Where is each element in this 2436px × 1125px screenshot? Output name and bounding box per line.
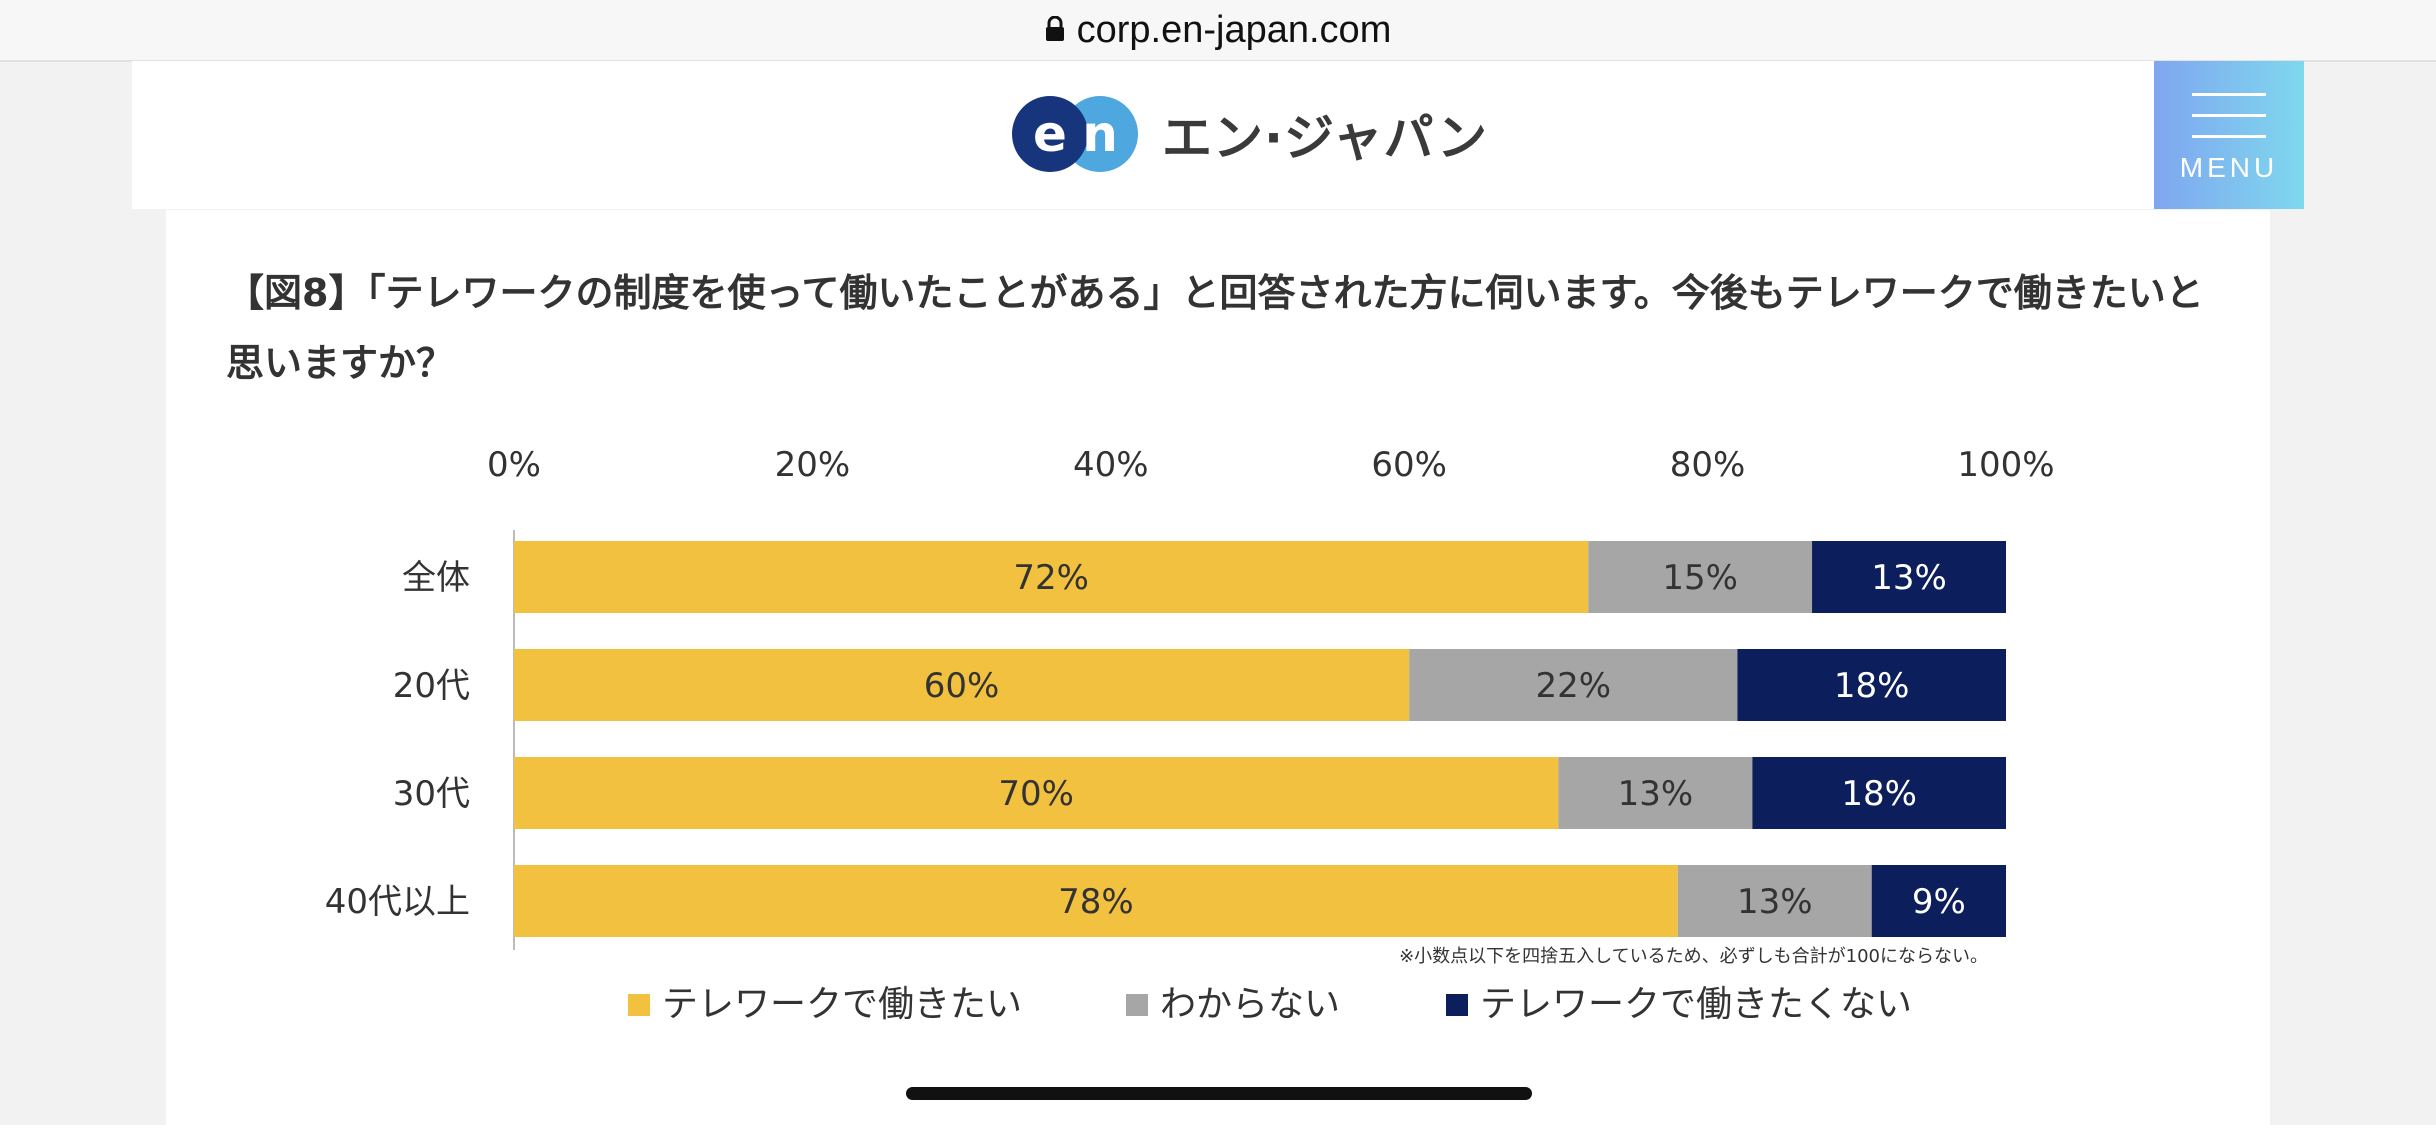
lock-icon [1045, 9, 1065, 52]
category-label: 20代 [393, 666, 470, 706]
bar-segment [1737, 649, 2006, 721]
legend-swatch [628, 994, 650, 1016]
site-logo[interactable]: e n エン·ジャパン [1010, 94, 1488, 174]
bar-segment [1558, 757, 1753, 829]
data-label: 22% [1536, 666, 1612, 706]
address-bar[interactable]: corp.en-japan.com [0, 0, 2436, 62]
logo-text: エン·ジャパン [1162, 109, 1488, 167]
data-label: 78% [1058, 882, 1134, 922]
x-tick-label: 100% [1957, 445, 2054, 485]
bar-segment [1409, 649, 1738, 721]
bar-segment [514, 757, 1559, 829]
bar-segment [1752, 757, 2006, 829]
data-label: 60% [924, 666, 1000, 706]
data-label: 13% [1871, 558, 1947, 598]
legend-label: テレワークで働きたい [662, 984, 1022, 1025]
bar-segment [1677, 865, 1872, 937]
bar-segment [1812, 541, 2006, 613]
data-label: 18% [1841, 774, 1917, 814]
x-tick-label: 80% [1670, 445, 1746, 485]
stacked-bar-chart: 0% 20% 40% 60% 80% 100% 全体 72% 15% 13% 20代 60% 22% 18… [325, 445, 2055, 1025]
article-content: 【図8】「テレワークの制度を使って働いたことがある」と回答された方に伺います。今… [166, 210, 2270, 1125]
en-logo-icon: e n [1012, 96, 1138, 172]
category-label: 40代以上 [325, 882, 470, 922]
menu-line [2192, 114, 2266, 117]
legend-label: わからない [1160, 984, 1340, 1025]
svg-text:e: e [1033, 105, 1067, 163]
menu-line [2192, 93, 2266, 96]
bar-segment [1871, 865, 2006, 937]
category-label: 全体 [402, 558, 470, 598]
bar-segment [1588, 541, 1813, 613]
data-label: 13% [1618, 774, 1694, 814]
figure-title: 【図8】「テレワークの制度を使って働いたことがある」と回答された方に伺います。今… [226, 271, 2204, 385]
data-label: 13% [1737, 882, 1813, 922]
url-text: corp.en-japan.com [1076, 8, 1392, 51]
bar-segment [514, 649, 1410, 721]
data-label: 15% [1662, 558, 1738, 598]
data-label: 18% [1834, 666, 1910, 706]
x-tick-label: 20% [775, 445, 851, 485]
home-indicator [906, 1087, 1532, 1100]
menu-button[interactable]: MENU [2154, 61, 2304, 209]
svg-text:n: n [1082, 105, 1118, 163]
bar-segment [514, 865, 1678, 937]
data-label: 70% [998, 774, 1074, 814]
legend-swatch [1126, 994, 1148, 1016]
menu-line [2192, 135, 2266, 138]
site-header: e n エン·ジャパン [132, 61, 2304, 209]
legend-swatch [1446, 994, 1468, 1016]
x-tick-label: 0% [487, 445, 541, 485]
menu-label: MENU [2179, 152, 2279, 183]
legend-label: テレワークで働きたくない [1480, 984, 1912, 1025]
chart-note: ※小数点以下を四捨五入しているため、必ずしも合計が100にならない。 [1399, 946, 1988, 967]
x-tick-label: 40% [1073, 445, 1149, 485]
bar-segment [514, 541, 1589, 613]
data-label: 72% [1013, 558, 1089, 598]
category-label: 30代 [393, 774, 470, 814]
data-label: 9% [1912, 882, 1966, 922]
x-tick-label: 60% [1371, 445, 1447, 485]
